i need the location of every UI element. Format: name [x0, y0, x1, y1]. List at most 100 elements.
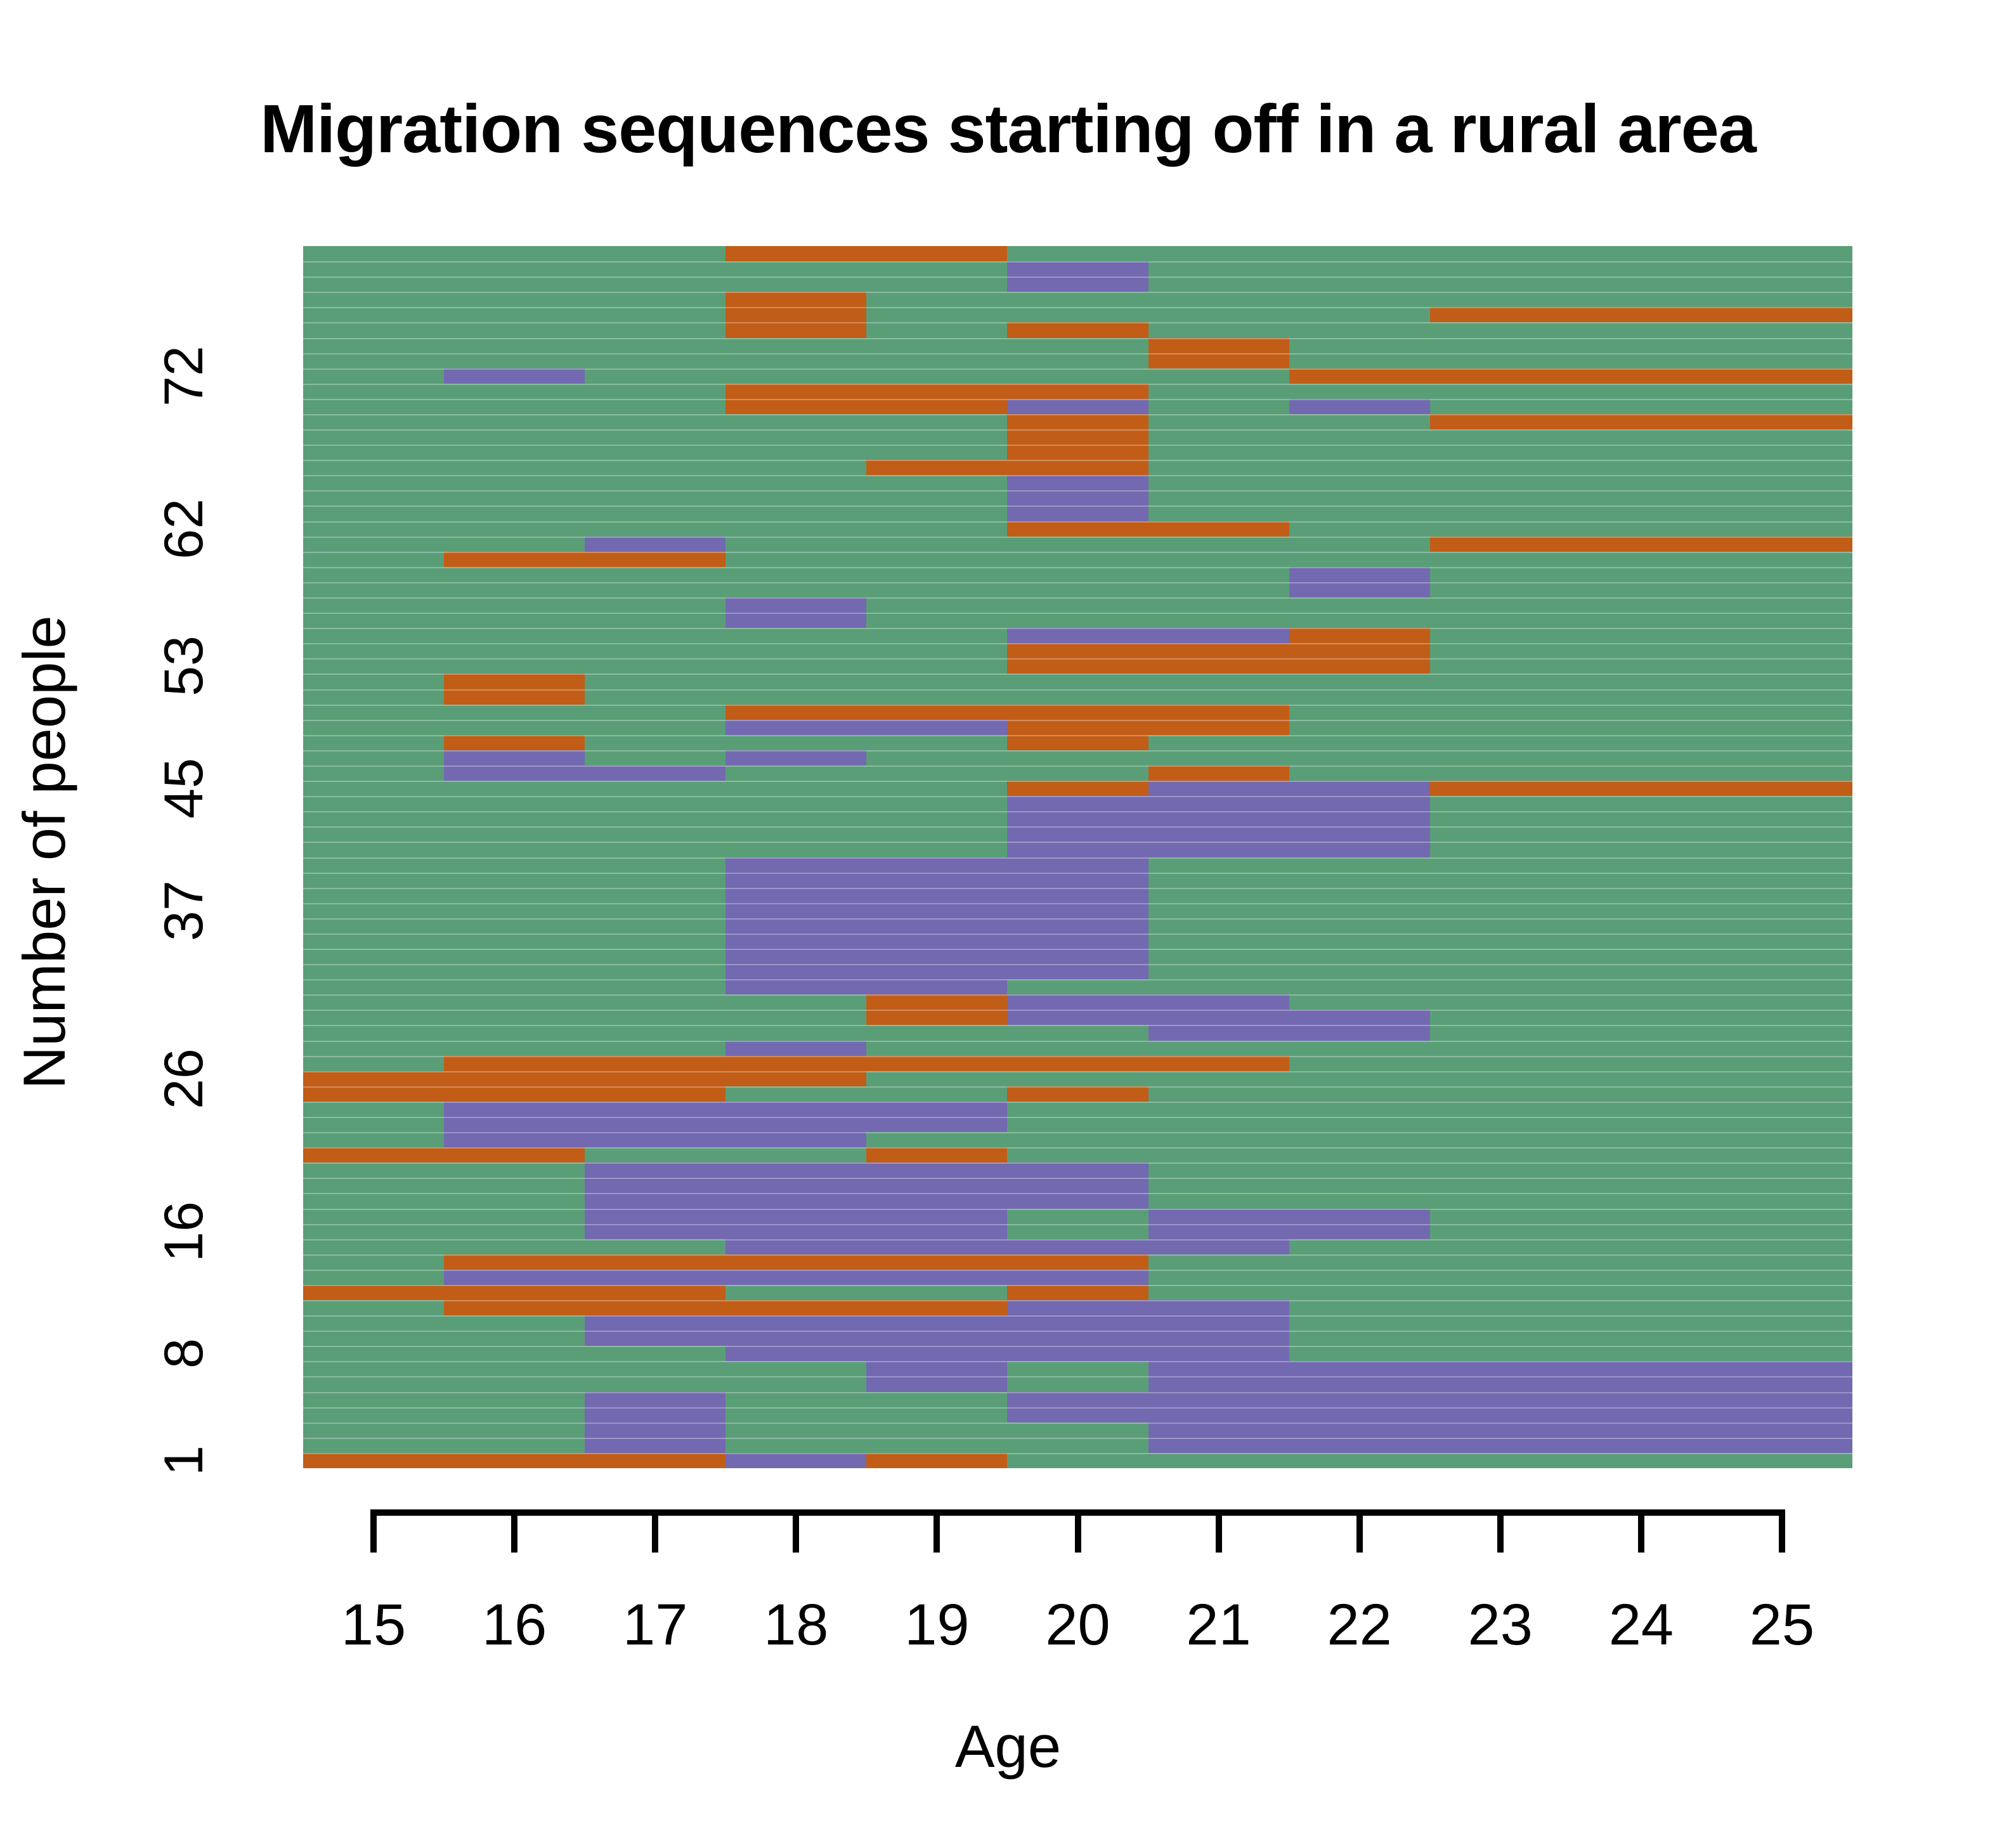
sequence-segment-rural [1429, 796, 1852, 812]
sequence-segment-town [303, 1452, 726, 1468]
sequence-segment-city [1289, 398, 1430, 415]
sequence-segment-rural [1148, 933, 1852, 949]
row-separator [303, 1407, 1852, 1409]
sequence-row [303, 337, 1852, 354]
sequence-row [303, 1269, 1852, 1286]
sequence-segment-town [725, 322, 867, 339]
sequence-segment-rural [1007, 979, 1852, 996]
sequence-segment-city [585, 1208, 1008, 1225]
sequence-segment-town [1007, 734, 1148, 751]
sequence-segment-city [585, 536, 726, 552]
sequence-segment-rural [1148, 1086, 1852, 1102]
sequence-segment-city [1007, 1010, 1430, 1026]
row-separator [303, 613, 1852, 615]
sequence-segment-rural [1429, 1208, 1852, 1225]
sequence-segment-town [1007, 429, 1148, 445]
sequence-row [303, 521, 1852, 537]
sequence-row [303, 1116, 1852, 1133]
row-separator [303, 1331, 1852, 1332]
row-separator [303, 689, 1852, 691]
sequence-segment-city [1007, 398, 1148, 415]
row-separator [303, 765, 1852, 767]
row-separator [303, 674, 1852, 675]
sequence-row [303, 1254, 1852, 1270]
sequence-segment-rural [303, 383, 726, 400]
sequence-row [303, 964, 1852, 980]
sequence-row [303, 1040, 1852, 1057]
sequence-row [303, 1193, 1852, 1209]
sequence-segment-rural [1148, 414, 1430, 430]
sequence-segment-rural [303, 246, 726, 262]
sequence-segment-city [725, 857, 1148, 873]
sequence-segment-rural [866, 613, 1852, 628]
row-separator [303, 1452, 1852, 1454]
y-tick-45: 45 [120, 725, 247, 852]
sequence-segment-rural [1148, 734, 1852, 751]
sequence-segment-rural [303, 994, 867, 1011]
sequence-segment-rural [303, 1055, 445, 1072]
x-tick-label: 19 [904, 1592, 970, 1657]
sequence-row [303, 1055, 1852, 1072]
sequence-segment-town [444, 1055, 1289, 1072]
row-separator [303, 628, 1852, 630]
sequence-segment-rural [303, 277, 1008, 293]
sequence-segment-city [866, 1361, 1008, 1377]
sequence-row [303, 689, 1852, 705]
sequence-segment-rural [303, 445, 1008, 460]
sequence-segment-rural [1429, 658, 1852, 675]
sequence-segment-town [1007, 1086, 1148, 1102]
sequence-row [303, 979, 1852, 996]
x-tick-16 [511, 1509, 518, 1553]
sequence-row [303, 277, 1852, 293]
sequence-row [303, 1300, 1852, 1316]
row-separator [303, 566, 1852, 568]
y-axis-label: Number of people [11, 615, 77, 1090]
sequence-segment-rural [303, 1116, 445, 1133]
x-tick-label: 21 [1186, 1592, 1251, 1657]
sequence-segment-rural [1289, 353, 1852, 369]
row-separator [303, 842, 1852, 843]
row-separator [303, 1361, 1852, 1363]
sequence-segment-town [1289, 628, 1430, 644]
sequence-segment-city [444, 750, 585, 766]
x-tick-22 [1356, 1509, 1363, 1553]
x-tick-label: 16 [481, 1592, 547, 1657]
sequence-segment-rural [1289, 1315, 1852, 1331]
sequence-segment-rural [1148, 887, 1852, 904]
sequence-segment-town [1007, 414, 1148, 430]
row-separator [303, 826, 1852, 828]
sequence-segment-city [444, 1132, 867, 1148]
sequence-segment-rural [303, 949, 726, 965]
sequence-segment-city [585, 1422, 726, 1438]
sequence-segment-town [1429, 307, 1852, 323]
sequence-segment-rural [1289, 337, 1852, 354]
x-tick-label: 15 [341, 1592, 406, 1657]
sequence-row [303, 1239, 1852, 1255]
sequence-row [303, 1452, 1852, 1468]
sequence-row [303, 490, 1852, 507]
sequence-row [303, 826, 1852, 843]
sequence-segment-rural [303, 796, 1008, 812]
sequence-segment-rural [1007, 1208, 1148, 1225]
sequence-segment-city [1007, 1407, 1852, 1423]
sequence-segment-rural [1148, 1162, 1852, 1179]
sequence-segment-town [1007, 643, 1430, 660]
sequence-segment-rural [303, 811, 1008, 828]
sequence-segment-city [1289, 566, 1430, 583]
sequence-row [303, 505, 1852, 522]
row-separator [303, 1315, 1852, 1317]
row-separator [303, 918, 1852, 920]
sequence-segment-rural [303, 872, 726, 889]
sequence-segment-city [444, 1269, 1148, 1286]
sequence-segment-rural [303, 597, 726, 613]
sequence-segment-rural [303, 1422, 585, 1438]
sequence-segment-rural [303, 1300, 445, 1316]
sequence-segment-town [303, 1086, 726, 1102]
sequence-segment-rural [1148, 398, 1289, 415]
sequence-segment-rural [1429, 1223, 1852, 1240]
sequence-segment-rural [1289, 704, 1852, 720]
row-separator [303, 734, 1852, 736]
sequence-segment-rural [1429, 398, 1852, 415]
sequence-segment-rural [303, 857, 726, 873]
sequence-segment-rural [1148, 902, 1852, 919]
